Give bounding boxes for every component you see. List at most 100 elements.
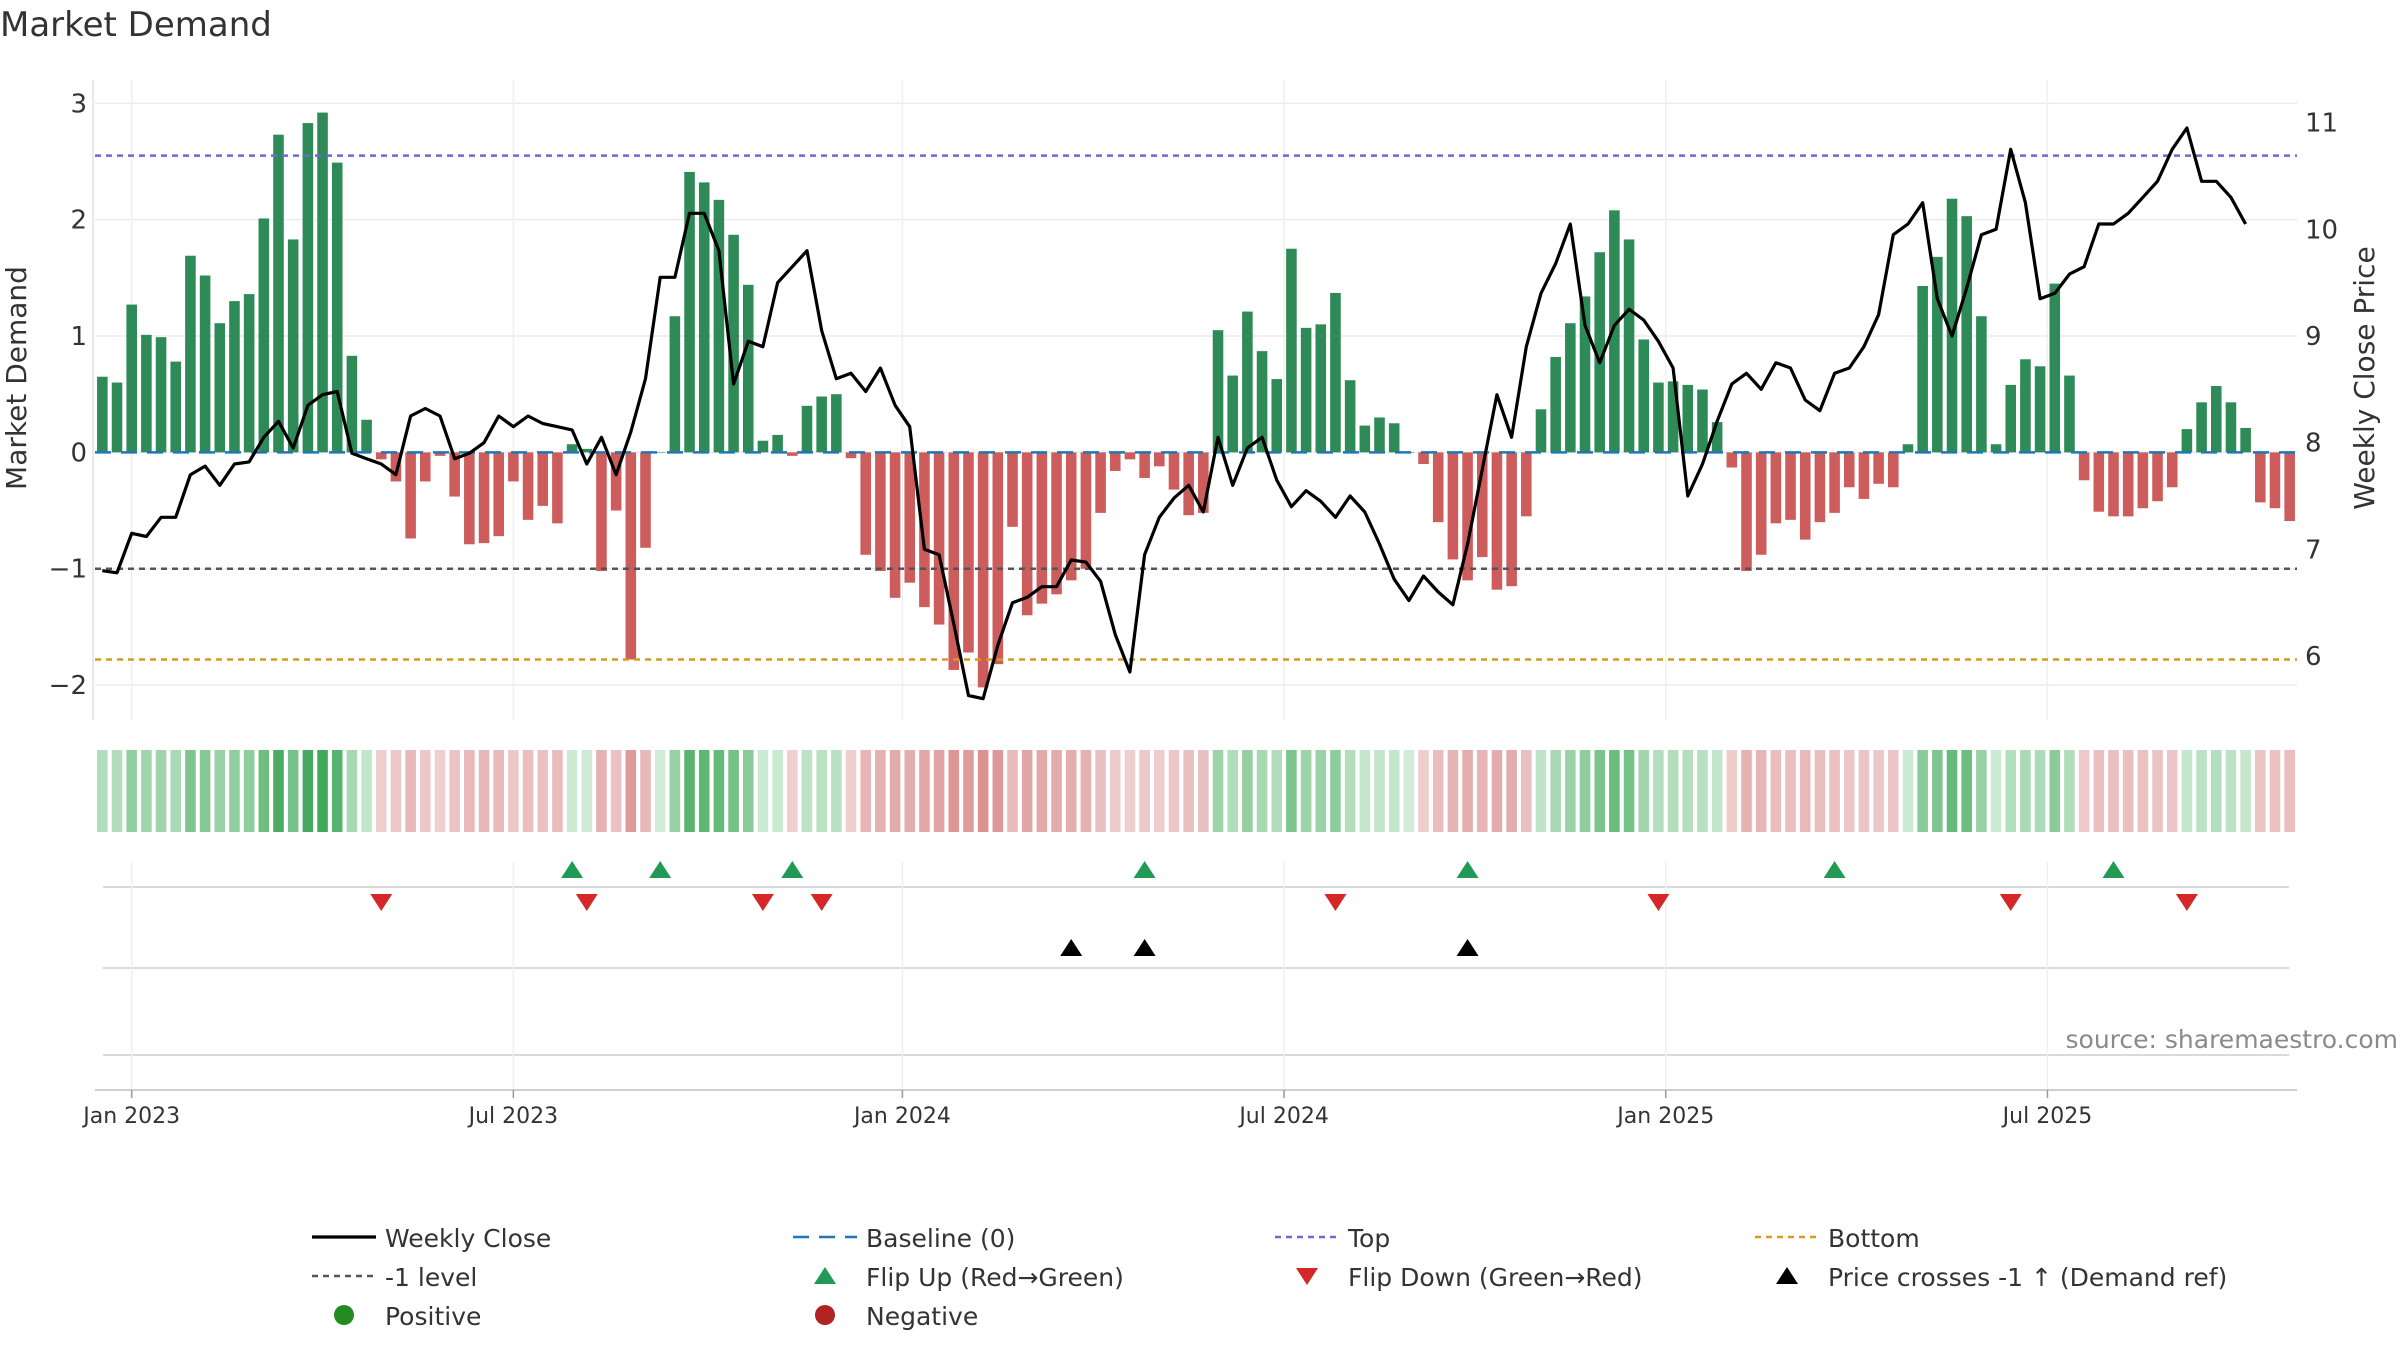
y-right-tick-label: 8 (2305, 429, 2322, 459)
legend-key-flip-down (1296, 1268, 1318, 1285)
heat-cell (331, 750, 343, 832)
demand-bar (331, 162, 343, 453)
heat-cell (258, 750, 270, 832)
heat-cell (552, 750, 563, 832)
demand-bar (199, 275, 211, 453)
demand-bar (2137, 452, 2149, 509)
demand-bar (1770, 452, 1782, 524)
flip-down-marker (1647, 894, 1670, 911)
heat-cell (889, 750, 901, 832)
demand-bar (566, 444, 578, 453)
demand-bar (977, 452, 989, 688)
heat-cell (141, 750, 152, 832)
heat-cell (287, 750, 299, 832)
demand-bar (1021, 452, 1033, 616)
heat-cell (2152, 750, 2163, 832)
heat-cell (1594, 750, 1605, 832)
heat-cell (508, 750, 519, 832)
heat-cell (1051, 750, 1062, 832)
demand-bar (1418, 452, 1429, 464)
heat-cell (1682, 750, 1694, 832)
heat-cell (1403, 750, 1415, 832)
demand-bar (185, 255, 196, 453)
heat-cell (97, 750, 108, 832)
legend-label: Flip Up (Red→Green) (866, 1263, 1124, 1292)
heat-cell (581, 750, 593, 832)
demand-bar (405, 452, 416, 539)
demand-bar (1124, 452, 1136, 460)
heat-cell (478, 750, 490, 832)
y-left-tick-label: 2 (70, 206, 87, 236)
demand-bar (816, 396, 827, 453)
heat-cell (361, 750, 372, 832)
demand-bar (2166, 452, 2178, 488)
demand-bar (2225, 402, 2237, 453)
heat-cell (713, 750, 725, 832)
legend-label: -1 level (385, 1263, 477, 1292)
heat-cell (2020, 750, 2031, 832)
demand-bar (610, 452, 622, 511)
demand-bar (1359, 425, 1371, 453)
heat-cell (420, 750, 431, 832)
weekly-close-line (102, 126, 2248, 701)
demand-bar (1344, 380, 1356, 453)
heat-cell (1799, 750, 1811, 832)
demand-bar (1051, 452, 1062, 595)
heat-cell (2240, 750, 2251, 832)
heat-cell (1697, 750, 1708, 832)
heat-cell (566, 750, 578, 832)
heat-cell (933, 750, 945, 832)
heat-cell (845, 750, 857, 832)
price-cross-marker (1456, 939, 1479, 956)
heat-cell (757, 750, 769, 832)
heat-cell (1667, 750, 1679, 832)
demand-bar (1036, 452, 1048, 604)
heat-cell (1609, 750, 1620, 832)
heat-cell (449, 750, 460, 832)
demand-bar (1682, 384, 1694, 453)
flip-down-marker (751, 894, 774, 911)
heat-cell (1491, 750, 1503, 832)
demand-bar (992, 452, 1004, 665)
demand-bar (287, 239, 299, 453)
heat-cell (1344, 750, 1356, 832)
demand-bar (1447, 452, 1459, 560)
demand-bar (1829, 452, 1840, 513)
heat-cell (1300, 750, 1312, 832)
heat-cell (1521, 750, 1532, 832)
heat-cell (2093, 750, 2105, 832)
heat-cell (625, 750, 637, 832)
demand-bar (1212, 330, 1224, 453)
flip-down-marker (575, 894, 598, 911)
demand-bar (1550, 356, 1561, 453)
demand-bar (625, 452, 637, 660)
demand-bar (1917, 285, 1928, 453)
y-right-tick-label: 9 (2305, 322, 2322, 352)
demand-bar (757, 440, 769, 453)
heat-cell (2181, 750, 2193, 832)
demand-bar (772, 434, 783, 453)
heat-cell (346, 750, 358, 832)
heat-cell (155, 750, 167, 832)
heat-cell (1843, 750, 1855, 832)
heat-cell (126, 750, 137, 832)
demand-bar (1858, 452, 1870, 499)
y-left-tick-label: −1 (49, 555, 87, 585)
legend: Weekly Close Baseline (0) Top Bottom -1 leve… (312, 1224, 2227, 1331)
demand-bar (1785, 452, 1796, 520)
demand-bar (1491, 452, 1503, 590)
heat-cell (1256, 750, 1268, 832)
heat-cell (1741, 750, 1752, 832)
demand-bar (1007, 452, 1018, 527)
demand-heat-strip (97, 750, 2295, 832)
demand-bar (302, 123, 314, 453)
demand-bar (787, 452, 798, 456)
heat-cell (2049, 750, 2061, 832)
heat-cell (1755, 750, 1767, 832)
demand-bar (669, 316, 681, 453)
demand-bar (229, 301, 240, 453)
demand-bar (522, 452, 534, 520)
heat-cell (1242, 750, 1253, 832)
heat-cell (1036, 750, 1048, 832)
flip-up-marker (781, 861, 804, 878)
